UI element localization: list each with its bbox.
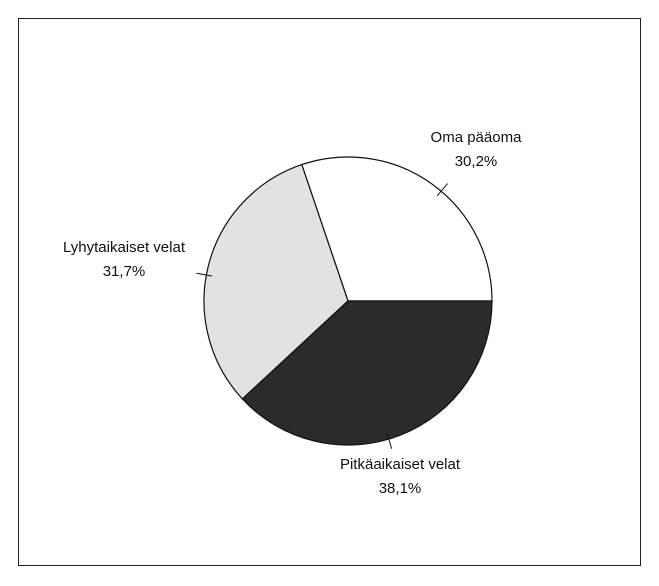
value-label: 38,1% [379,480,422,497]
pie-slice [203,163,349,400]
slice-label: Pitkäaikaiset velat [340,456,461,473]
value-label: 30,2% [455,153,498,170]
pie-slice [241,300,493,446]
value-label: 31,7% [103,263,146,280]
pie-slice [301,156,493,302]
leader-line [386,433,393,449]
leader-line [196,272,213,277]
leader-line [436,183,448,197]
slice-label: Oma pääoma [431,129,523,146]
slice-label: Lyhytaikaiset velat [63,239,186,256]
